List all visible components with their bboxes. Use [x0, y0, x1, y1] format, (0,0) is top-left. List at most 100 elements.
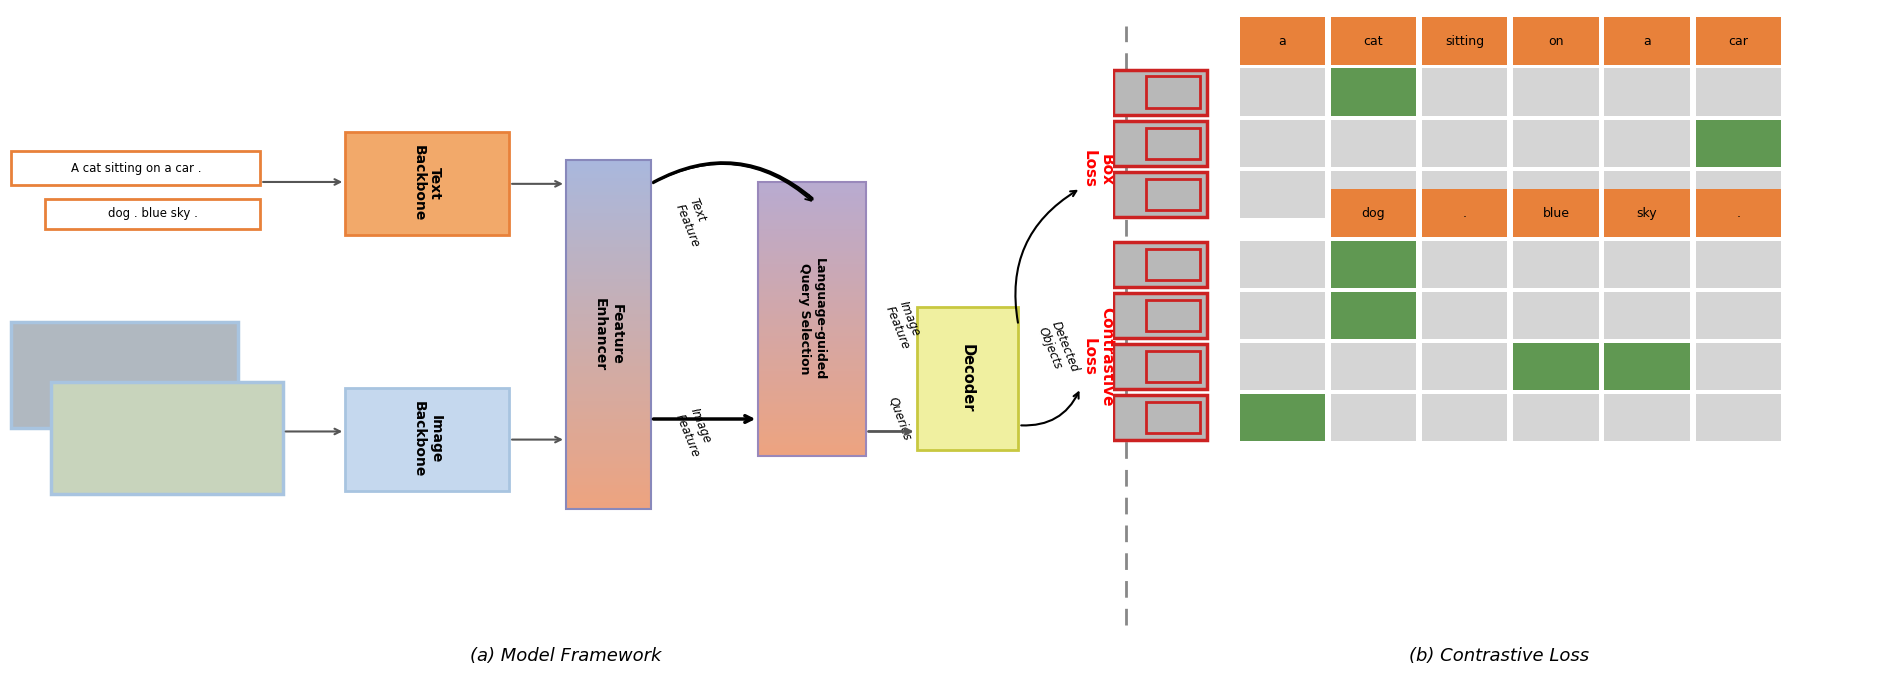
Bar	[566, 331, 651, 335]
Bar	[566, 320, 651, 324]
FancyBboxPatch shape	[1696, 241, 1780, 288]
Bar	[758, 450, 866, 454]
Bar	[758, 357, 866, 361]
FancyBboxPatch shape	[45, 199, 260, 228]
FancyBboxPatch shape	[1696, 68, 1780, 116]
Bar	[566, 428, 651, 433]
Bar	[566, 498, 651, 502]
Bar	[566, 303, 651, 307]
Text: Contrastive
Loss: Contrastive Loss	[1081, 307, 1115, 406]
Bar	[566, 313, 651, 317]
FancyBboxPatch shape	[1696, 394, 1780, 441]
Bar	[566, 414, 651, 418]
FancyBboxPatch shape	[1513, 189, 1599, 237]
Bar	[566, 201, 651, 205]
Bar	[566, 250, 651, 254]
Bar	[758, 236, 866, 239]
Bar	[566, 247, 651, 251]
Bar	[566, 240, 651, 244]
Bar	[758, 423, 866, 426]
Bar	[758, 277, 866, 281]
FancyBboxPatch shape	[1332, 189, 1416, 237]
FancyBboxPatch shape	[1239, 241, 1324, 288]
FancyBboxPatch shape	[1332, 18, 1416, 64]
Bar	[758, 398, 866, 401]
Bar	[566, 446, 651, 450]
Bar	[758, 382, 866, 385]
Bar	[758, 209, 866, 212]
Bar	[566, 292, 651, 296]
Bar	[758, 308, 866, 311]
Bar	[758, 428, 866, 432]
Bar	[566, 418, 651, 422]
Bar	[758, 313, 866, 317]
Bar	[566, 432, 651, 436]
FancyBboxPatch shape	[1605, 343, 1690, 391]
Bar	[566, 348, 651, 353]
Bar	[566, 362, 651, 366]
Bar	[758, 453, 866, 456]
Bar	[566, 495, 651, 499]
FancyBboxPatch shape	[1332, 394, 1416, 441]
FancyBboxPatch shape	[1513, 171, 1599, 218]
Bar	[758, 280, 866, 283]
Bar	[758, 387, 866, 391]
FancyBboxPatch shape	[1422, 171, 1507, 218]
Text: a: a	[1643, 35, 1650, 47]
Bar	[566, 383, 651, 387]
FancyBboxPatch shape	[1239, 343, 1324, 391]
Bar	[566, 285, 651, 290]
Bar	[566, 477, 651, 481]
Bar	[758, 285, 866, 289]
Bar	[758, 305, 866, 308]
FancyBboxPatch shape	[1422, 189, 1507, 237]
Bar	[758, 447, 866, 451]
Bar	[758, 409, 866, 412]
Bar	[758, 203, 866, 207]
Bar	[758, 393, 866, 396]
Bar	[566, 334, 651, 338]
FancyBboxPatch shape	[1696, 189, 1780, 237]
Bar	[566, 275, 651, 279]
Bar	[566, 456, 651, 460]
Bar	[566, 407, 651, 412]
Bar	[758, 437, 866, 440]
FancyBboxPatch shape	[1422, 241, 1507, 288]
Text: (a) Model Framework: (a) Model Framework	[470, 647, 662, 665]
Bar	[758, 439, 866, 443]
Bar	[758, 272, 866, 275]
FancyBboxPatch shape	[1332, 343, 1416, 391]
Bar	[758, 348, 866, 352]
FancyBboxPatch shape	[1113, 121, 1207, 165]
Bar	[566, 310, 651, 314]
Text: .: .	[1464, 207, 1467, 220]
Bar	[758, 368, 866, 372]
FancyBboxPatch shape	[1332, 68, 1416, 116]
Bar	[758, 384, 866, 388]
Bar	[758, 316, 866, 319]
Text: (b) Contrastive Loss: (b) Contrastive Loss	[1409, 647, 1590, 665]
FancyBboxPatch shape	[1332, 292, 1416, 339]
Bar	[566, 296, 651, 300]
Bar	[758, 406, 866, 410]
Bar	[566, 278, 651, 283]
Bar	[758, 266, 866, 270]
FancyBboxPatch shape	[1696, 18, 1780, 64]
Bar	[566, 233, 651, 237]
Bar	[566, 191, 651, 195]
Bar	[566, 268, 651, 272]
Bar	[758, 355, 866, 357]
Bar	[758, 351, 866, 355]
Bar	[566, 205, 651, 209]
FancyBboxPatch shape	[1113, 172, 1207, 217]
Bar	[758, 371, 866, 374]
Bar	[566, 380, 651, 384]
FancyBboxPatch shape	[1513, 119, 1599, 167]
Bar	[758, 360, 866, 363]
FancyBboxPatch shape	[1513, 18, 1599, 64]
Bar	[566, 359, 651, 363]
FancyBboxPatch shape	[1696, 343, 1780, 391]
FancyBboxPatch shape	[1113, 395, 1207, 440]
Bar	[758, 324, 866, 327]
FancyBboxPatch shape	[1422, 119, 1507, 167]
